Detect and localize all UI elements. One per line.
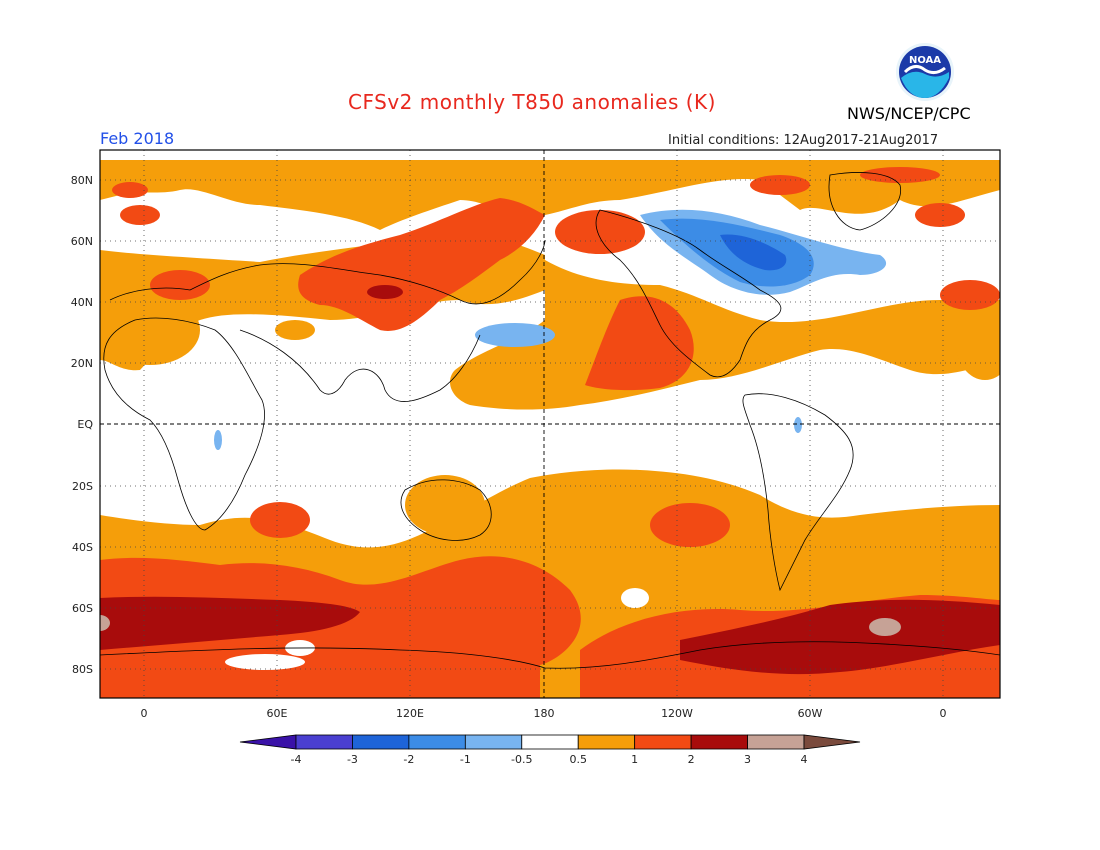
anomaly-neutral-region	[225, 588, 649, 670]
map-frame	[99, 149, 1001, 699]
colorbar-box	[352, 734, 410, 750]
anomaly-plus2-region	[100, 285, 1000, 675]
colorbar-box	[747, 734, 805, 750]
lat-label: 80N	[71, 174, 93, 187]
lat-label: 40N	[71, 296, 93, 309]
noaa-logo-icon: NOAA	[896, 43, 954, 101]
colorbar-tick-label: -3	[347, 753, 358, 766]
colorbar-tick-label: 2	[688, 753, 695, 766]
colorbar-legend: -4 -3 -2 -1 -0.5 0.5 1 2 3 4	[239, 734, 861, 766]
colorbar-tick-label: -4	[291, 753, 302, 766]
svg-text:NOAA: NOAA	[909, 55, 941, 66]
gridlines	[100, 150, 1000, 698]
initial-conditions-label: Initial conditions: 12Aug2017-21Aug2017	[668, 133, 939, 148]
lon-label: 0	[940, 707, 947, 720]
colorbar-tick-label: -1	[460, 753, 471, 766]
lat-label: 40S	[72, 541, 93, 554]
lon-label: 60W	[798, 707, 823, 720]
colorbar-box	[690, 734, 748, 750]
lat-label: 80S	[72, 663, 93, 676]
lat-label: 20N	[71, 357, 93, 370]
colorbar-box	[634, 734, 692, 750]
lon-label: 0	[141, 707, 148, 720]
anomaly-plus3-region	[100, 615, 901, 636]
colorbar-tick-label: -0.5	[511, 753, 532, 766]
valid-month-label: Feb 2018	[100, 129, 175, 148]
anomaly-negative-region	[214, 209, 887, 450]
map-title: CFSv2 monthly T850 anomalies (K)	[348, 90, 716, 114]
lon-label: 60E	[267, 707, 288, 720]
colorbar-max-arrow	[803, 734, 861, 750]
colorbar-tick-label: 3	[744, 753, 751, 766]
colorbar-tick-label: 1	[631, 753, 638, 766]
coastlines	[100, 172, 1000, 669]
longitude-labels: 0 60E 120E 180 120W 60W 0	[141, 707, 947, 720]
colorbar-box	[408, 734, 466, 750]
lon-label: 180	[534, 707, 555, 720]
lat-label: EQ	[77, 418, 93, 431]
colorbar-tick-label: 4	[801, 753, 808, 766]
lon-label: 120E	[396, 707, 424, 720]
latitude-labels: 80N 60N 40N 20N EQ 20S 40S 60S 80S	[71, 174, 94, 676]
organization-label: NWS/NCEP/CPC	[847, 104, 971, 123]
colorbar-min-arrow	[239, 734, 297, 750]
colorbar-box	[521, 734, 579, 750]
colorbar-box	[295, 734, 353, 750]
lon-label: 120W	[661, 707, 693, 720]
lat-label: 60S	[72, 602, 93, 615]
map-field	[100, 150, 1000, 698]
colorbar-tick-label: 0.5	[569, 753, 587, 766]
colorbar-box	[577, 734, 636, 750]
lat-label: 60N	[71, 235, 93, 248]
colorbar-tick-label: -2	[403, 753, 414, 766]
lat-label: 20S	[72, 480, 93, 493]
reference-lines	[100, 150, 1000, 698]
colorbar-box	[464, 734, 523, 750]
